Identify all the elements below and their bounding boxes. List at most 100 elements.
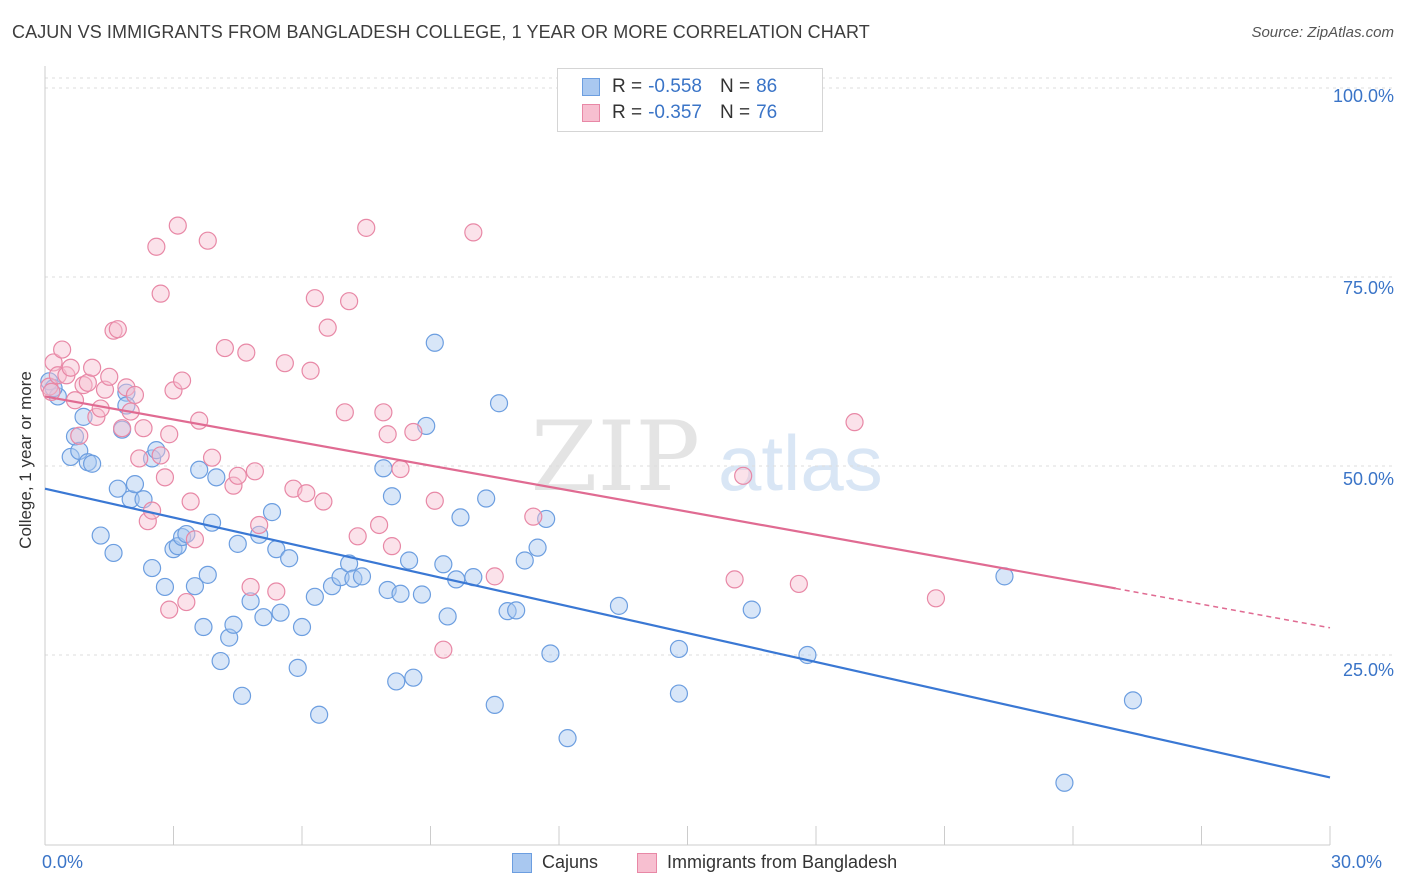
bangladesh-point (134, 419, 153, 438)
bangladesh-point (147, 237, 166, 256)
cajun-point (271, 603, 290, 622)
cajun-point (1055, 773, 1074, 792)
bangladesh-point (172, 371, 192, 390)
bangladesh-point (404, 422, 423, 442)
bangladesh-point (198, 231, 217, 250)
cajun-point (198, 565, 217, 584)
bangladesh-point (83, 358, 102, 377)
cajun-point (310, 705, 329, 724)
bangladesh-point (524, 507, 543, 526)
bangladesh-point (267, 582, 286, 601)
legend-swatch-bangladesh (582, 104, 600, 122)
bangladesh-point (155, 468, 175, 487)
bangladesh-point (78, 373, 97, 392)
bangladesh-point (391, 459, 410, 479)
bangladesh-point (160, 600, 179, 619)
watermark-zip: ZIP (531, 401, 700, 513)
chart-title: CAJUN VS IMMIGRANTS FROM BANGLADESH COLL… (12, 22, 870, 42)
bangladesh-point (725, 570, 744, 589)
cajun-point (207, 468, 226, 487)
bangladesh-trend-extension (1115, 587, 1331, 629)
bangladesh-point (378, 425, 397, 444)
cajun-point (155, 577, 175, 597)
cajun-point (211, 651, 230, 671)
bangladesh-point (87, 407, 106, 426)
bangladesh-point (305, 289, 324, 308)
bangladesh-point (125, 385, 145, 405)
bangladesh-point (374, 403, 393, 422)
legend-n-value: 76 (756, 102, 778, 123)
bottom-swatch-bangladesh (637, 852, 657, 873)
grid-lines (45, 77, 1395, 656)
cajun-point (91, 526, 110, 545)
bangladesh-point (53, 340, 72, 359)
cajun-point (108, 479, 127, 498)
cajun-point (74, 407, 93, 426)
cajun-point (669, 639, 689, 659)
cajun-point (434, 555, 453, 574)
bangladesh-point (297, 484, 316, 503)
cajun-point (254, 608, 273, 627)
cajun-point (292, 617, 312, 637)
y-tick-label-25: 25.0% (1342, 660, 1394, 680)
bangladesh-point (382, 537, 402, 556)
bangladesh-points (40, 216, 946, 659)
bangladesh-point (425, 491, 444, 510)
y-tick-label-100: 100.0% (1332, 86, 1394, 106)
bangladesh-point (61, 358, 80, 377)
cajun-point (1123, 691, 1143, 710)
cajun-point (425, 333, 444, 352)
legend-r-label: R = (612, 102, 643, 123)
bangladesh-point (301, 361, 320, 380)
correlation-legend: R = -0.558 N = 86 R = -0.357 N = 76 (557, 68, 823, 132)
bangladesh-point (151, 446, 170, 465)
bottom-legend-cajuns: Cajuns (512, 852, 598, 873)
cajun-point (224, 615, 243, 634)
axes (44, 66, 1331, 846)
cajun-point (404, 668, 423, 687)
cajun-point (125, 475, 145, 494)
bangladesh-point (357, 218, 376, 237)
bangladesh-trend-line (44, 395, 1117, 590)
bangladesh-point (228, 466, 247, 485)
cajun-point (241, 592, 260, 611)
bangladesh-point (370, 515, 389, 535)
bangladesh-point (70, 426, 89, 445)
cajun-point (669, 684, 689, 703)
y-tick-label-75: 75.0% (1342, 278, 1394, 298)
cajun-point (412, 585, 432, 604)
bangladesh-point (100, 367, 119, 386)
cajun-point (352, 567, 372, 586)
bangladesh-point (275, 354, 294, 373)
cajun-point (742, 600, 761, 619)
bangladesh-point (485, 567, 504, 586)
bangladesh-point (464, 223, 483, 242)
cajun-point (399, 551, 419, 570)
cajun-point (142, 558, 162, 578)
bangladesh-point (335, 403, 354, 422)
cajun-point (541, 644, 560, 663)
bangladesh-point (177, 592, 196, 612)
cajun-point (232, 686, 252, 705)
cajun-point (489, 394, 509, 413)
cajun-point (228, 534, 247, 553)
source-label: Source: ZipAtlas.com (1251, 24, 1394, 41)
cajun-point (477, 489, 496, 508)
cajun-point (194, 617, 213, 637)
cajun-trend-line (44, 487, 1331, 779)
bangladesh-point (789, 574, 808, 594)
x-tick-label-max: 30.0% (1331, 852, 1383, 872)
bangladesh-point (926, 589, 946, 608)
bangladesh-point (202, 448, 222, 467)
legend-r-value: -0.558 (648, 76, 702, 97)
cajun-point (83, 454, 102, 473)
bangladesh-point (318, 318, 337, 337)
cajun-point (387, 672, 406, 691)
cajun-point (382, 487, 402, 506)
legend-n-label: N = (719, 102, 751, 123)
watermark-atlas: atlas (718, 419, 883, 507)
bottom-legend-label-cajuns: Cajuns (542, 852, 599, 872)
cajun-point (280, 549, 299, 568)
cajun-point (177, 524, 196, 544)
